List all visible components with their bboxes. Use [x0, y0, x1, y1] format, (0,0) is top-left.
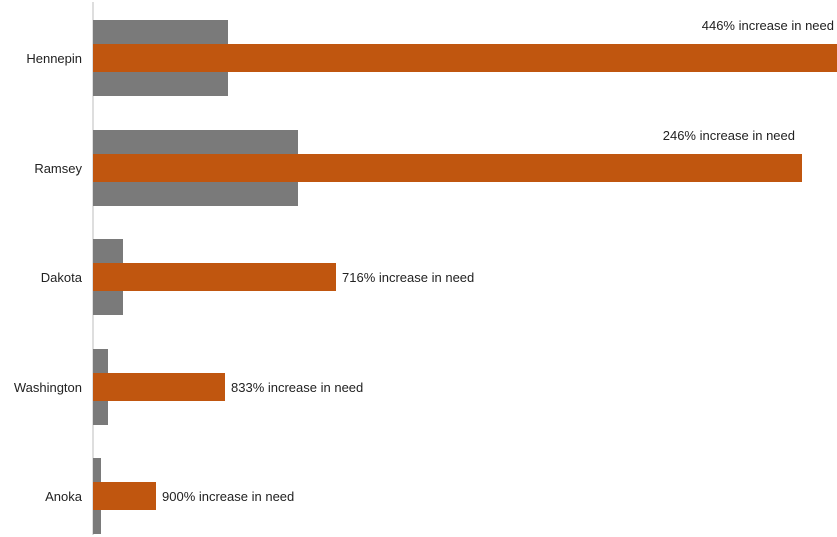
bar-orange-washington	[93, 373, 225, 401]
category-label: Washington	[14, 380, 82, 395]
increase-annotation: 833% increase in need	[231, 380, 363, 395]
bar-orange-ramsey	[93, 154, 802, 182]
increase-annotation: 900% increase in need	[162, 489, 294, 504]
increase-annotation: 446% increase in need	[702, 18, 834, 33]
category-label: Anoka	[45, 489, 83, 504]
bar-orange-dakota	[93, 263, 336, 291]
increase-annotation: 716% increase in need	[342, 270, 474, 285]
bar-orange-anoka	[93, 482, 156, 510]
bar-orange-hennepin	[93, 44, 837, 72]
category-label: Hennepin	[26, 51, 82, 66]
category-label: Dakota	[41, 270, 83, 285]
category-label: Ramsey	[34, 161, 82, 176]
increase-annotation: 246% increase in need	[663, 128, 795, 143]
